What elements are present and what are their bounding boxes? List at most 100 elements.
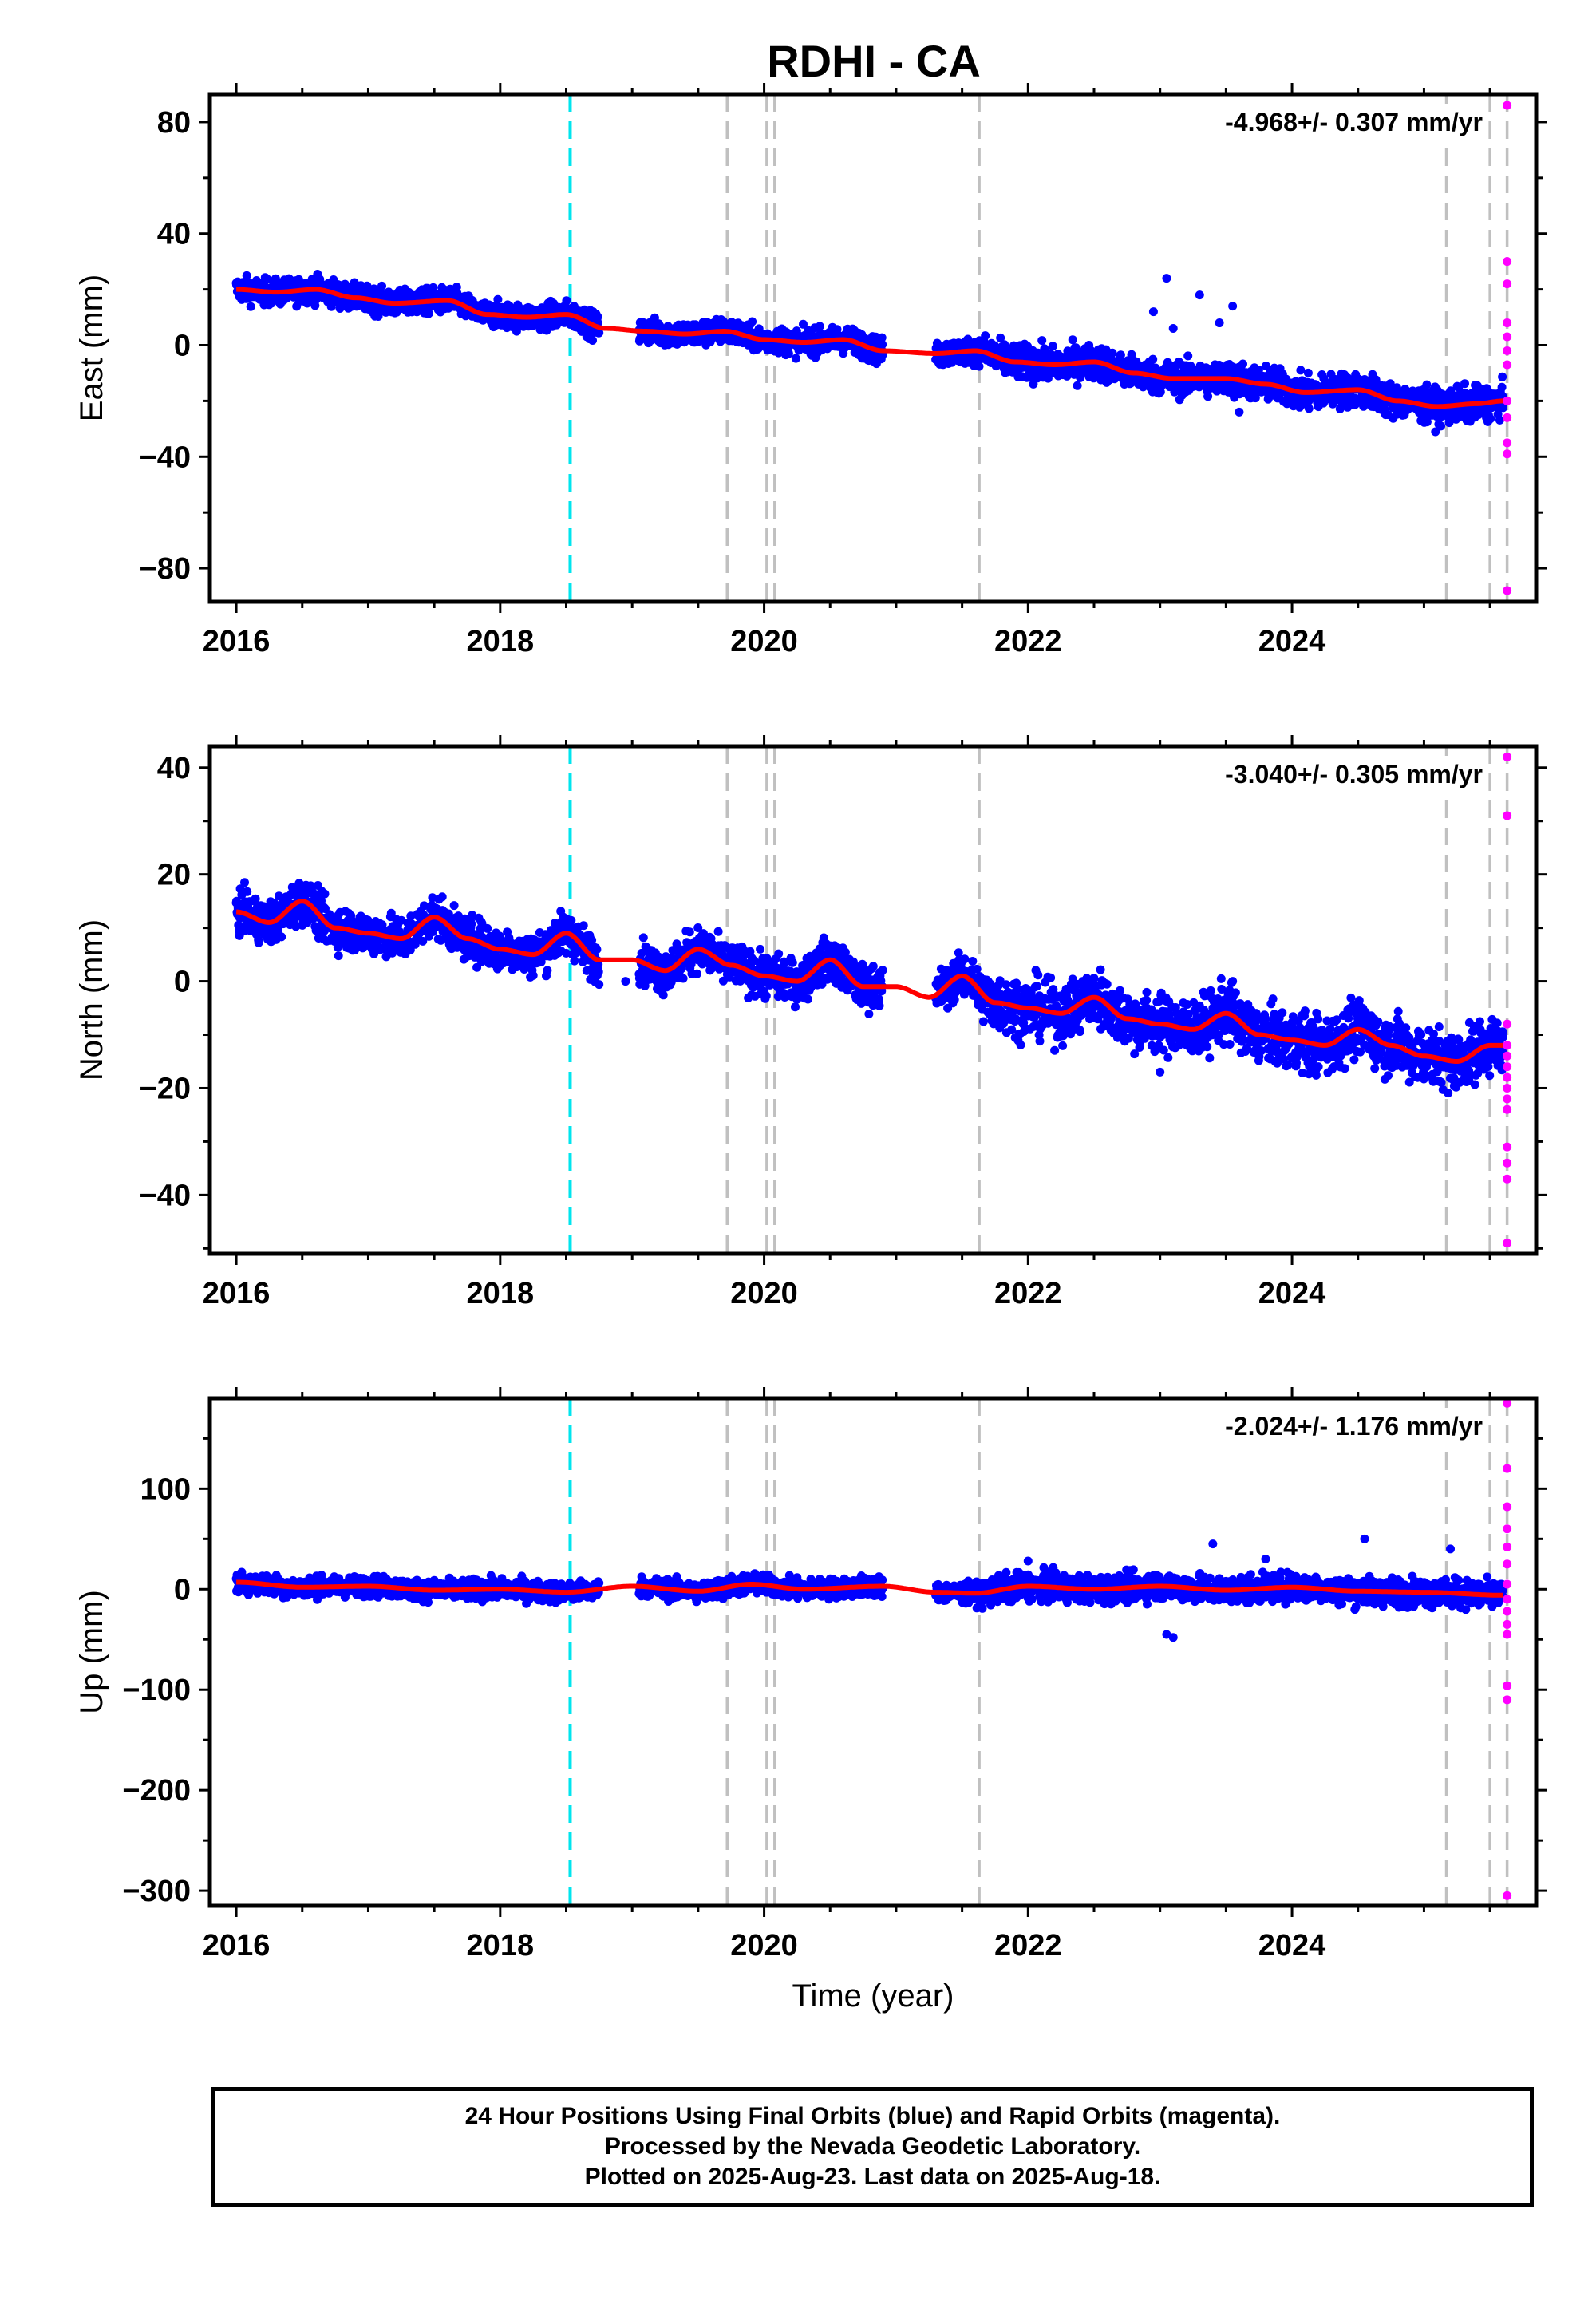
final-orbit-point [242, 271, 251, 280]
final-orbit-outlier [1148, 307, 1158, 317]
final-orbit-point [483, 923, 492, 933]
rapid-orbit-points [1503, 101, 1512, 595]
final-orbit-point [974, 362, 984, 371]
final-orbit-point [1431, 427, 1440, 437]
final-orbit-outlier [1215, 318, 1224, 328]
y-tick-label: 40 [157, 218, 191, 251]
final-orbit-point [1108, 348, 1117, 358]
final-orbit-point [1148, 354, 1158, 364]
final-orbit-point [784, 349, 793, 358]
y-tick-label: 0 [174, 330, 191, 363]
final-orbit-point [333, 943, 342, 952]
final-orbit-point [1068, 335, 1077, 345]
final-orbit-point [418, 936, 428, 946]
x-tick-label: 2016 [203, 625, 271, 658]
rate-label: -4.968+/- 0.307 mm/yr [1225, 108, 1483, 136]
final-orbit-point [1422, 380, 1432, 389]
final-orbit-point [320, 889, 330, 899]
final-orbit-point [791, 354, 800, 363]
final-orbit-points [231, 878, 1507, 1098]
final-orbit-point [1460, 379, 1469, 389]
rapid-orbit-point [1503, 449, 1512, 459]
model-curve [235, 287, 1504, 409]
final-orbit-point [1497, 382, 1507, 392]
final-orbit-outlier [1162, 274, 1171, 283]
rapid-orbit-point [1503, 257, 1512, 267]
final-orbit-point [996, 333, 1005, 342]
final-orbit-point [240, 878, 249, 887]
final-orbit-point [424, 309, 433, 318]
final-orbit-point [246, 302, 255, 311]
plot-data-layer [231, 94, 1509, 602]
final-orbit-points [231, 270, 1507, 437]
final-orbit-point [878, 340, 887, 350]
final-orbit-point [595, 328, 604, 338]
figure-title: RDHI - CA [767, 36, 981, 86]
final-orbit-point [562, 296, 571, 306]
rapid-orbit-point [1503, 346, 1512, 355]
final-orbit-point [1499, 403, 1507, 413]
final-orbit-point [493, 294, 503, 304]
final-orbit-point [592, 945, 602, 954]
x-tick-label: 2018 [467, 625, 535, 658]
rapid-orbit-point [1503, 279, 1512, 289]
final-orbit-point [877, 333, 887, 342]
final-orbit-point [567, 915, 576, 925]
rapid-orbit-point [1503, 586, 1512, 595]
final-orbit-point [1183, 351, 1193, 361]
final-orbit-point [1303, 368, 1313, 377]
final-orbit-point [512, 326, 521, 336]
final-orbit-point [595, 980, 604, 990]
final-orbit-point [1436, 421, 1446, 431]
final-orbit-point [386, 908, 396, 918]
final-orbit-point [251, 894, 260, 903]
final-orbit-point [579, 921, 588, 931]
x-tick-label: 2024 [1258, 625, 1326, 658]
y-axis-label: East (mm) [74, 275, 109, 421]
rapid-orbit-point [1503, 360, 1512, 370]
final-orbit-point [791, 1002, 800, 1012]
final-orbit-point [1296, 366, 1306, 375]
final-orbit-point [1495, 415, 1504, 425]
final-orbit-point [658, 990, 668, 1000]
rapid-orbit-point [1503, 101, 1512, 110]
rapid-orbit-point [1503, 396, 1512, 405]
final-orbit-point [1238, 359, 1247, 369]
y-tick-label: −80 [140, 552, 191, 586]
final-orbit-point [449, 901, 459, 911]
final-orbit-point [243, 887, 252, 896]
final-orbit-point [685, 927, 694, 937]
final-orbit-point [1422, 417, 1432, 427]
final-orbit-point [543, 966, 552, 975]
final-orbit-point [774, 949, 784, 958]
final-orbit-point [277, 932, 286, 942]
final-orbit-point [594, 967, 603, 977]
final-orbit-point [815, 322, 824, 331]
final-orbit-point [1250, 393, 1260, 403]
rapid-orbit-point [1503, 413, 1512, 422]
final-orbit-point [593, 312, 602, 322]
final-orbit-outlier [1228, 302, 1238, 311]
plot-data-layer [231, 746, 1509, 1254]
final-orbit-point [756, 944, 765, 954]
final-orbit-point [334, 951, 343, 961]
final-orbit-outlier [1235, 407, 1244, 417]
final-orbit-point [678, 974, 688, 983]
x-tick-label: 2022 [994, 625, 1062, 658]
final-orbit-outlier [1168, 324, 1178, 334]
final-orbit-point [467, 919, 476, 929]
final-orbit-point [638, 933, 648, 943]
final-orbit-point [429, 283, 438, 292]
rapid-orbit-point [1503, 438, 1512, 448]
final-orbit-point [799, 319, 808, 329]
final-orbit-point [588, 336, 597, 345]
final-orbit-point [437, 892, 447, 902]
final-orbit-point [1486, 414, 1495, 424]
final-orbit-point [981, 331, 990, 341]
final-orbit-point [788, 958, 797, 967]
final-orbit-point [713, 927, 723, 936]
final-orbit-point [377, 281, 386, 290]
